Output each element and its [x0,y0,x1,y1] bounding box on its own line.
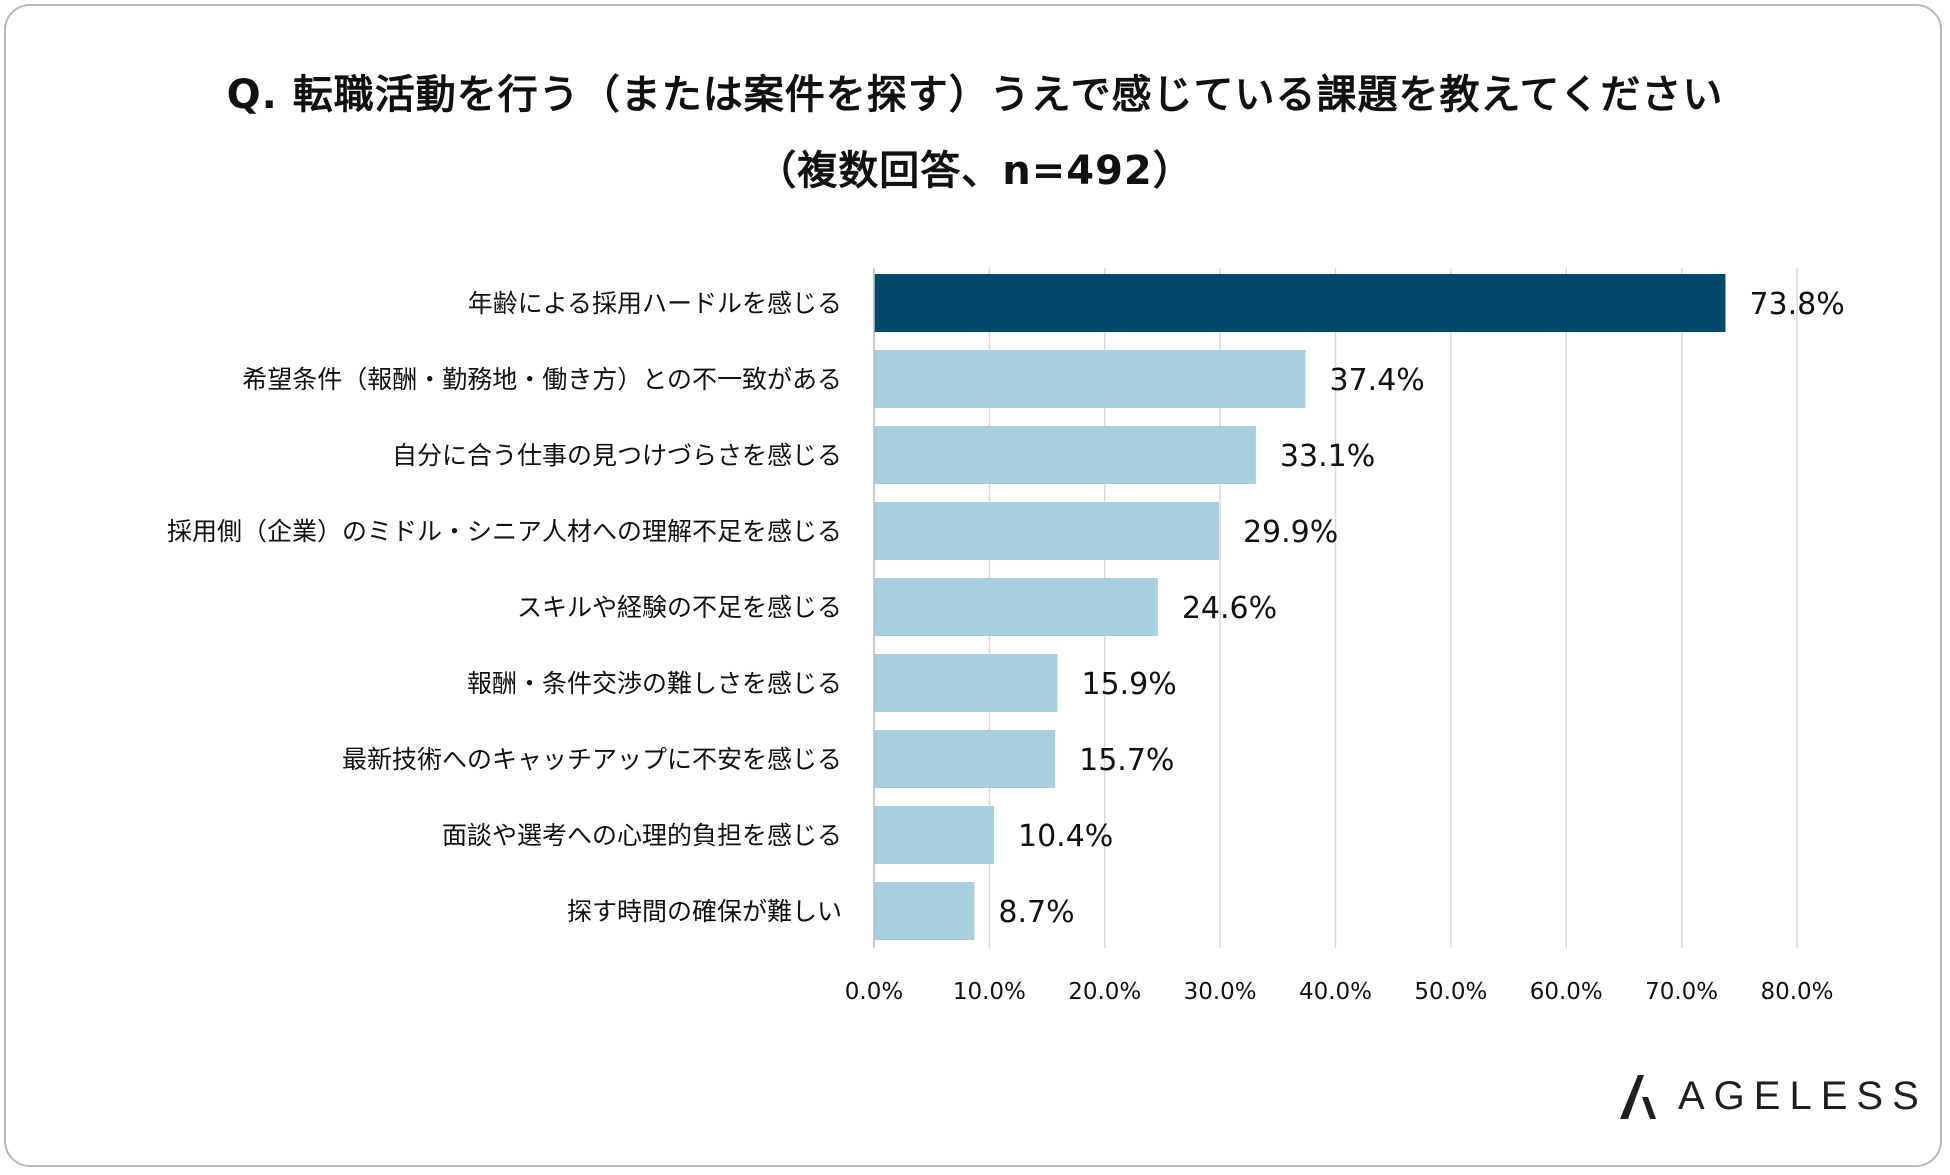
category-label: 採用側（企業）のミドル・シニア人材への理解不足を感じる [167,517,842,546]
category-label: 面談や選考への心理的負担を感じる [442,821,842,850]
category-label: 最新技術へのキャッチアップに不安を感じる [342,745,842,774]
bar [874,806,994,864]
category-label: 探す時間の確保が難しい [567,897,842,926]
data-label: 73.8% [1749,287,1844,322]
bar [874,350,1306,408]
x-tick-label: 70.0% [1645,979,1718,1005]
chart-title: Q. 転職活動を行う（または案件を探す）うえで感じている課題を教えてください [226,72,1724,118]
category-label: 報酬・条件交渉の難しさを感じる [467,669,842,698]
category-label: 自分に合う仕事の見つけづらさを感じる [392,441,842,470]
ageless-logo-icon [1620,1075,1656,1119]
x-tick-label: 50.0% [1414,979,1487,1005]
data-label: 8.7% [998,895,1074,930]
bar [874,578,1158,636]
x-tick-label: 30.0% [1184,979,1257,1005]
x-tick-label: 60.0% [1530,979,1603,1005]
chart-subtitle: （複数回答、n=492） [756,148,1194,194]
ageless-logo: AGELESS [1616,1068,1928,1124]
bar [874,882,975,940]
x-tick-label: 80.0% [1760,979,1833,1005]
category-label: 希望条件（報酬・勤務地・働き方）との不一致がある [242,365,842,394]
x-tick-label: 40.0% [1299,979,1372,1005]
x-tick-label: 20.0% [1068,979,1141,1005]
category-label: 年齢による採用ハードルを感じる [468,289,842,318]
data-label: 15.9% [1081,667,1176,702]
category-label: スキルや経験の不足を感じる [517,593,842,622]
x-tick-label: 0.0% [845,979,903,1005]
bar [874,654,1058,712]
data-label: 15.7% [1079,743,1174,778]
bar [874,730,1056,788]
x-tick-label: 10.0% [953,979,1026,1005]
data-label: 37.4% [1330,363,1425,398]
data-label: 10.4% [1018,819,1113,854]
data-label: 24.6% [1182,591,1277,626]
logo-text: AGELESS [1678,1073,1928,1118]
data-label: 33.1% [1280,439,1375,474]
data-label: 29.9% [1243,515,1338,550]
bar [874,502,1219,560]
bar [874,274,1726,332]
bar [874,426,1256,484]
